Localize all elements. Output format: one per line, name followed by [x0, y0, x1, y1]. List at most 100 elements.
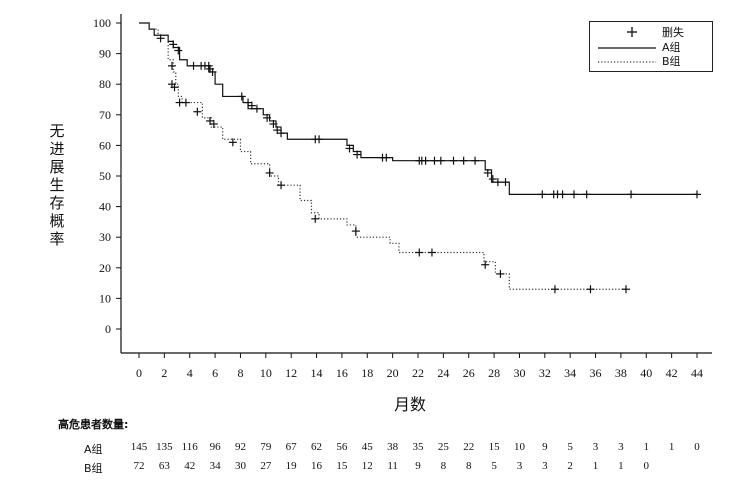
censor-mark: [558, 190, 567, 199]
censor-mark: [170, 83, 179, 92]
censor-mark: [189, 61, 198, 70]
risk-cell: 0: [694, 441, 700, 453]
x-tick-label: 32: [539, 366, 551, 380]
risk-cell: 3: [592, 441, 599, 453]
risk-cell: 62: [311, 441, 323, 453]
risk-cell: 5: [567, 441, 573, 453]
x-tick-label: 28: [488, 366, 500, 380]
censor-mark: [351, 227, 360, 236]
risk-cell: 5: [491, 460, 497, 472]
x-axis-label: 月数: [393, 395, 426, 414]
risk-cell: 19: [285, 460, 297, 472]
x-tick-label: 44: [691, 366, 703, 380]
censor-mark: [193, 107, 202, 116]
x-tick-label: 12: [285, 366, 297, 380]
risk-cell: 3: [618, 441, 624, 453]
risk-cell: 3: [516, 460, 523, 472]
dotted-line-icon: [598, 61, 656, 63]
y-tick-label: 70: [99, 108, 111, 122]
curve-group-b: [139, 22, 626, 290]
censor-mark: [586, 285, 595, 294]
risk-table-title: 高危患者数量:: [58, 418, 129, 431]
legend-label-censored: 删失: [662, 26, 684, 39]
x-tick-label: 4: [187, 366, 193, 380]
x-tick-label: 26: [463, 366, 475, 380]
censor-mark: [693, 190, 701, 199]
risk-cell: 116: [181, 441, 198, 453]
risk-cell: 12: [361, 460, 373, 472]
legend-item-group-a: A组: [590, 40, 712, 55]
censor-mark: [174, 46, 183, 55]
risk-cell: 0: [643, 460, 650, 472]
censor-mark: [311, 214, 320, 223]
risk-cell: 9: [415, 460, 421, 472]
solid-line-icon: [598, 47, 656, 49]
censor-mark: [208, 67, 217, 76]
risk-cell: 8: [465, 460, 472, 472]
x-tick-label: 36: [590, 366, 602, 380]
y-axis-label-char: 展: [49, 158, 65, 176]
censor-mark: [252, 104, 261, 113]
risk-cell: 96: [209, 441, 221, 453]
y-tick-label: 30: [99, 230, 111, 244]
censor-mark: [481, 260, 490, 269]
risk-cell: 16: [311, 460, 323, 472]
x-tick-label: 6: [212, 366, 218, 380]
censor-mark: [550, 285, 559, 294]
censor-mark: [269, 119, 278, 128]
censor-mark: [421, 156, 430, 165]
y-tick-label: 60: [99, 138, 111, 152]
censor-marks: [156, 34, 701, 294]
risk-row-label-b: B组: [84, 462, 103, 475]
censor-mark: [582, 190, 591, 199]
risk-cell: 1: [668, 441, 675, 453]
censor-mark: [345, 144, 354, 153]
risk-cell: 1: [618, 460, 624, 472]
risk-cell: 72: [133, 460, 145, 472]
plus-icon: [627, 27, 637, 37]
censor-mark: [209, 119, 218, 128]
censor-mark: [169, 40, 178, 49]
x-tick-label: 20: [387, 366, 399, 380]
risk-cell: 2: [567, 460, 573, 472]
risk-cell: 11: [387, 460, 398, 472]
censor-mark: [353, 150, 362, 159]
censor-mark: [436, 156, 445, 165]
x-tick-label: 16: [336, 366, 348, 380]
legend-label-group-a: A组: [662, 41, 681, 54]
x-tick-label: 2: [161, 366, 167, 380]
risk-cell: 35: [412, 441, 424, 453]
censor-mark: [167, 61, 176, 70]
censor-mark: [538, 190, 547, 199]
censor-mark: [237, 92, 246, 101]
risk-cell: 1: [592, 460, 599, 472]
axes: [120, 14, 712, 354]
x-tick-label: 42: [666, 366, 678, 380]
risk-cell: 9: [542, 441, 548, 453]
x-tick-label: 34: [564, 366, 576, 380]
x-tick-label: 24: [437, 366, 449, 380]
risk-cell: 1: [643, 441, 650, 453]
risk-cell: 79: [260, 441, 272, 453]
x-tick-label: 22: [412, 366, 424, 380]
legend: 删失 A组 B组: [589, 21, 713, 72]
censor-mark: [277, 181, 286, 190]
y-tick-label: 90: [99, 47, 111, 61]
y-axis-label-char: 无: [49, 122, 65, 140]
censor-mark: [247, 101, 256, 110]
censor-mark: [493, 178, 502, 187]
censor-mark: [449, 156, 458, 165]
risk-cell: 45: [361, 441, 373, 453]
legend-item-group-b: B组: [590, 54, 712, 69]
censor-mark: [471, 156, 480, 165]
risk-cell: 25: [437, 441, 449, 453]
censor-mark: [483, 168, 492, 177]
censor-mark: [265, 168, 274, 177]
censor-mark: [415, 248, 424, 257]
y-axis-label: 无进展生存概率: [46, 122, 68, 248]
censor-mark: [228, 138, 237, 147]
censor-mark: [382, 153, 391, 162]
censor-mark: [427, 248, 436, 257]
x-tick-label: 8: [237, 366, 243, 380]
